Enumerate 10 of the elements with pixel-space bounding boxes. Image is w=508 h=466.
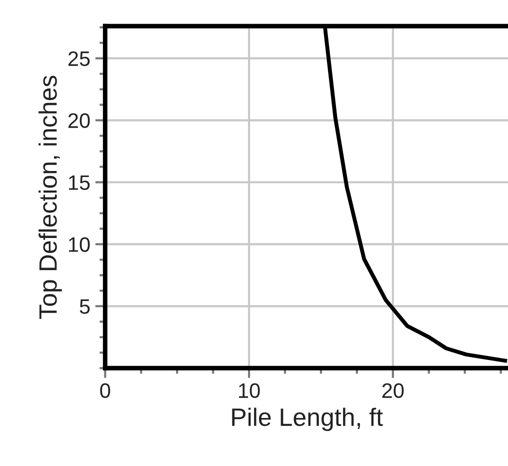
y-tick-label: 5 [80, 299, 90, 314]
y-tick-label: 15 [68, 175, 90, 190]
x-axis-title: Pile Length, ft [232, 408, 383, 432]
y-tick-label: 25 [68, 51, 90, 66]
y-axis-title: Top Deflection, inches [38, 76, 62, 319]
y-tick-label: 10 [68, 237, 90, 252]
y-tick-label: 20 [68, 113, 90, 128]
x-tick-label: 10 [239, 383, 260, 398]
x-tick-label: 20 [382, 383, 404, 398]
x-tick-label: 0 [100, 383, 110, 398]
